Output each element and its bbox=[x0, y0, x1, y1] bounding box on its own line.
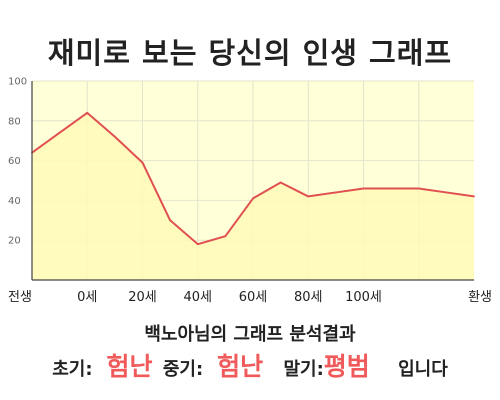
y-tick-labels: 20 40 60 80 100 bbox=[8, 77, 27, 247]
data-point-2 bbox=[86, 111, 89, 114]
middle-label: 중기: bbox=[162, 359, 204, 380]
data-point-10 bbox=[307, 195, 310, 198]
late-value: 평범 bbox=[323, 352, 370, 381]
middle-value: 험난 bbox=[217, 352, 264, 381]
analysis-result: 초기: 험난 중기: 험난 말기:평범 입니다 bbox=[0, 347, 500, 383]
life-area bbox=[32, 112, 474, 280]
data-point-13 bbox=[390, 187, 393, 190]
early-value: 험난 bbox=[106, 352, 153, 381]
data-point-6 bbox=[196, 243, 199, 246]
y-tick-label-0: 20 bbox=[8, 236, 21, 247]
y-tick-label-4: 100 bbox=[8, 77, 27, 88]
axes bbox=[31, 81, 474, 281]
x-tick-label-5: 80세 bbox=[294, 290, 323, 305]
data-point-4 bbox=[141, 161, 144, 164]
data-point-11 bbox=[334, 191, 337, 194]
analysis-title: 백노아님의 그래프 분석결과 bbox=[144, 324, 356, 345]
ending-text: 입니다 bbox=[398, 359, 448, 380]
data-point-3 bbox=[113, 135, 116, 138]
y-tick-label-3: 80 bbox=[8, 116, 21, 127]
y-tick-label-2: 60 bbox=[8, 156, 21, 167]
x-tick-label-6: 100세 bbox=[345, 290, 382, 305]
x-tick-label-0: 전생 bbox=[8, 290, 32, 305]
data-point-8 bbox=[252, 197, 254, 200]
x-tick-label-2: 20세 bbox=[128, 290, 157, 305]
data-point-9 bbox=[279, 181, 282, 184]
data-points bbox=[31, 111, 475, 246]
late-label: 말기: bbox=[283, 359, 324, 380]
data-point-15 bbox=[445, 191, 448, 194]
x-tick-label-4: 60세 bbox=[239, 290, 268, 305]
data-point-5 bbox=[169, 219, 172, 222]
page-title: 재미로 보는 당신의 인생 그래프 bbox=[47, 36, 453, 70]
data-point-14 bbox=[417, 187, 420, 190]
x-tick-label-7: 환생 bbox=[468, 290, 492, 305]
data-point-7 bbox=[224, 235, 227, 238]
y-tick-label-1: 40 bbox=[8, 196, 21, 207]
life-chart: 20 40 60 80 100 전생 0세 20세 40세 60세 80세 100세 환생 bbox=[8, 77, 492, 306]
x-tick-label-1: 0세 bbox=[77, 290, 97, 305]
x-tick-labels: 전생 0세 20세 40세 60세 80세 100세 환생 bbox=[8, 290, 492, 305]
data-point-12 bbox=[362, 187, 365, 190]
data-point-1 bbox=[58, 131, 61, 134]
data-point-16 bbox=[473, 195, 475, 198]
early-label: 초기: bbox=[52, 359, 93, 380]
x-tick-label-3: 40세 bbox=[183, 290, 212, 305]
